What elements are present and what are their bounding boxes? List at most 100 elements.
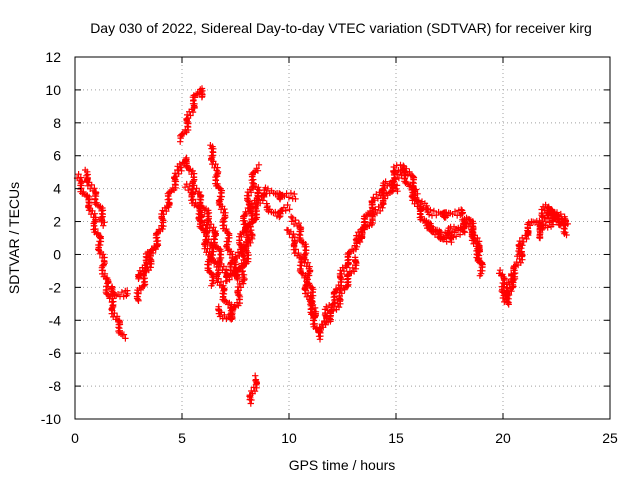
series-trace <box>108 283 131 300</box>
data-point-marker <box>247 400 254 407</box>
data-point-marker <box>193 185 200 192</box>
series-trace <box>177 85 206 145</box>
data-point-marker <box>295 219 302 227</box>
y-tick-label: 12 <box>45 49 61 65</box>
data-point-marker <box>234 268 241 276</box>
data-point-marker <box>189 108 197 116</box>
data-point-marker <box>344 272 351 279</box>
data-point-marker <box>286 206 293 213</box>
data-point-marker <box>520 238 527 245</box>
data-point-marker <box>563 231 570 239</box>
y-tick-label: -8 <box>49 378 62 394</box>
x-tick-label: 20 <box>495 430 511 446</box>
data-point-marker <box>418 213 425 220</box>
data-point-marker <box>219 218 227 226</box>
data-point-marker <box>100 251 107 258</box>
data-point-marker <box>245 255 252 262</box>
data-point-marker <box>556 218 563 226</box>
data-point-marker <box>196 199 204 206</box>
data-point-marker <box>553 209 561 216</box>
data-point-marker <box>542 201 549 209</box>
data-point-marker <box>178 164 185 171</box>
data-point-marker <box>181 184 189 191</box>
data-point-marker <box>276 213 283 221</box>
series-trace <box>196 209 217 289</box>
data-point-marker <box>374 195 382 202</box>
data-point-marker <box>197 220 204 228</box>
data-point-marker <box>193 91 200 98</box>
data-point-marker <box>135 290 142 297</box>
data-point-marker <box>474 240 481 247</box>
x-axis-label: GPS time / hours <box>289 457 396 473</box>
data-point-marker <box>290 230 297 238</box>
data-point-marker <box>214 180 221 188</box>
data-point-marker <box>504 285 511 292</box>
data-point-marker <box>451 229 458 236</box>
data-point-marker <box>163 207 170 215</box>
data-point-marker <box>335 303 343 311</box>
data-point-marker <box>227 248 235 255</box>
x-tick-label: 25 <box>602 430 618 446</box>
data-point-marker <box>356 238 364 246</box>
data-point-marker <box>247 189 255 196</box>
data-point-marker <box>499 279 506 287</box>
data-point-marker <box>307 293 314 301</box>
y-tick-label: 10 <box>45 82 61 98</box>
data-point-marker <box>452 233 460 240</box>
data-point-marker <box>287 189 295 197</box>
data-point-marker <box>476 272 484 279</box>
data-point-marker <box>99 207 107 214</box>
data-point-marker <box>513 258 520 266</box>
data-point-marker <box>101 219 108 226</box>
series-trace <box>133 164 185 304</box>
data-point-marker <box>238 233 245 241</box>
data-point-marker <box>346 250 353 257</box>
data-point-marker <box>223 225 230 233</box>
data-point-marker <box>191 94 199 101</box>
data-point-marker <box>209 148 216 155</box>
data-point-marker <box>382 178 389 185</box>
data-point-marker <box>394 188 401 195</box>
y-tick-label: 8 <box>53 115 61 131</box>
data-point-marker <box>417 201 424 209</box>
data-point-marker <box>117 330 125 337</box>
data-point-marker <box>292 195 299 203</box>
data-point-marker <box>242 259 249 266</box>
data-point-marker <box>209 277 216 284</box>
data-point-marker <box>97 235 104 242</box>
data-point-marker <box>311 320 318 327</box>
data-point-marker <box>206 248 213 256</box>
data-point-marker <box>236 237 243 244</box>
data-point-marker <box>259 197 266 204</box>
data-point-marker <box>137 286 145 294</box>
data-point-marker <box>140 268 147 275</box>
data-point-marker <box>292 216 299 224</box>
data-point-marker <box>400 165 407 172</box>
data-point-marker <box>111 309 118 317</box>
data-point-marker <box>316 325 323 332</box>
data-point-marker <box>222 297 229 304</box>
data-point-marker <box>370 211 378 218</box>
data-point-marker <box>496 267 504 274</box>
data-point-marker <box>92 225 99 233</box>
data-point-marker <box>251 388 259 395</box>
data-point-marker <box>249 173 256 180</box>
data-point-marker <box>256 187 263 194</box>
data-point-marker <box>159 225 166 233</box>
data-point-marker <box>222 266 230 273</box>
data-point-marker <box>292 246 299 253</box>
data-point-marker <box>523 235 530 243</box>
data-point-marker <box>311 314 318 321</box>
y-tick-label: 4 <box>53 181 61 197</box>
data-point-marker <box>133 293 141 300</box>
series-trace <box>215 184 299 323</box>
data-point-marker <box>210 274 217 281</box>
data-point-marker <box>145 250 153 258</box>
data-point-marker <box>113 313 121 320</box>
data-point-marker <box>210 224 217 231</box>
data-point-marker <box>255 184 262 191</box>
data-point-marker <box>91 185 98 192</box>
data-point-marker <box>185 166 193 174</box>
data-point-marker <box>190 97 197 105</box>
